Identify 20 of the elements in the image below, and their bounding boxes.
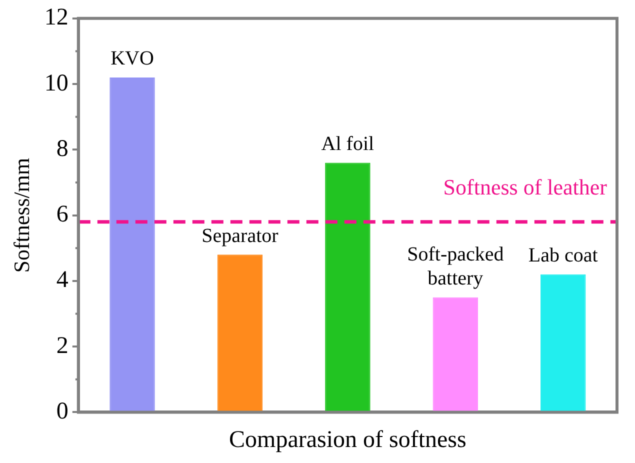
y-tick-label: 0 [56,398,68,424]
bar [540,274,586,412]
x-tick-label: Soft-packed battery [407,244,504,290]
x-tick-label: KVO [110,48,154,70]
y-tick-label: 2 [56,332,68,359]
ref-line-label: Softness of leather [443,174,608,200]
y-tick-label: 4 [56,267,68,294]
bar [217,254,263,412]
y-axis-title: Softness/mm [8,158,34,273]
bar [432,297,478,412]
x-axis-title: Comparasion of softness [229,426,466,453]
y-tick-label: 10 [44,70,68,96]
x-tick-label: Al foil [321,133,375,156]
bar [110,77,155,412]
x-tick-label: Lab coat [528,244,598,267]
x-tick-label: Separator [202,224,279,247]
y-tick-label: 12 [44,4,68,31]
y-tick-label: 6 [56,202,68,228]
bar [325,162,370,412]
y-tick-label: 8 [56,136,68,162]
